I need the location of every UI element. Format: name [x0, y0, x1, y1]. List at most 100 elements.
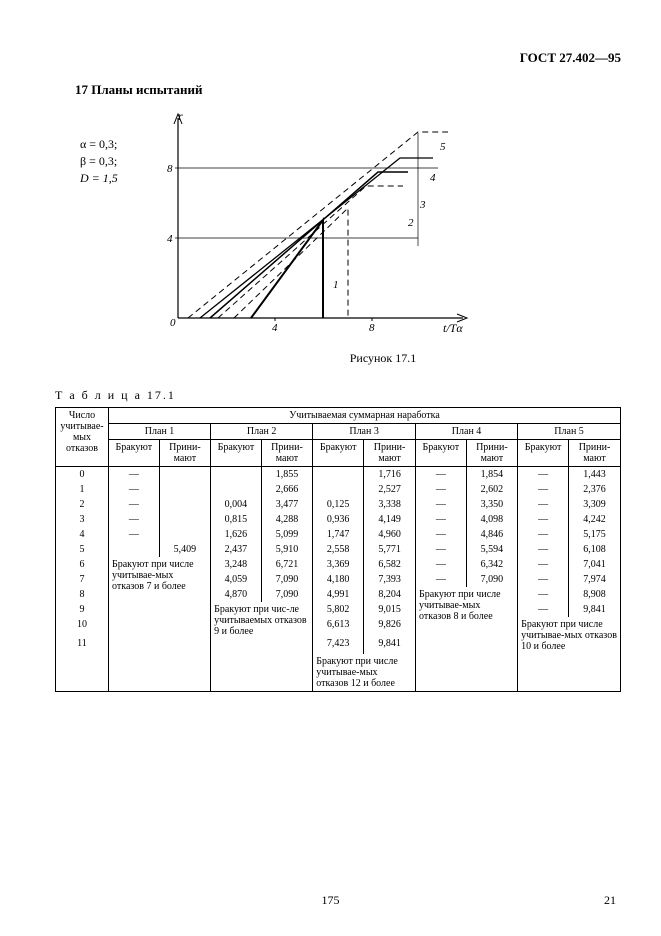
cell-prin	[159, 482, 210, 497]
cell-prin: 7,974	[569, 572, 621, 587]
cell-prin: 3,338	[364, 497, 416, 512]
cell-prin: 4,288	[261, 512, 312, 527]
row-index: 0	[56, 467, 109, 483]
th-plan4: План 4	[416, 424, 518, 440]
x-tick-4: 4	[272, 322, 278, 334]
row-index: 3	[56, 512, 109, 527]
cell-brak: —	[109, 497, 160, 512]
cell-prin: 4,960	[364, 527, 416, 542]
param-beta: β = 0,3;	[80, 153, 118, 170]
footer: 175 21	[0, 893, 661, 908]
note-cell: Бракуют при числе учитывае-мых отказов 8…	[416, 587, 518, 654]
page-right: 21	[604, 893, 616, 908]
cell-prin: 4,149	[364, 512, 416, 527]
cell-prin: 6,108	[569, 542, 621, 557]
cell-brak: —	[518, 572, 569, 587]
cell-prin: 3,350	[466, 497, 517, 512]
doc-code: ГОСТ 27.402—95	[55, 50, 621, 66]
cell-prin: 5,099	[261, 527, 312, 542]
cell-prin: 7,090	[261, 587, 312, 602]
cell-prin: 3,309	[569, 497, 621, 512]
cell-prin: 8,204	[364, 587, 416, 602]
row-index: 11	[56, 636, 109, 655]
th-group: Учитываемая суммарная наработка	[109, 408, 621, 424]
cell-brak: 4,991	[313, 587, 364, 602]
row-index: 7	[56, 572, 109, 587]
cell-brak: —	[518, 557, 569, 572]
cell-prin: 2,527	[364, 482, 416, 497]
row-index: 10	[56, 617, 109, 636]
row-index: 4	[56, 527, 109, 542]
cell-brak	[109, 542, 160, 557]
cell-brak: —	[518, 497, 569, 512]
bottom-spacer	[56, 654, 109, 692]
parameters: α = 0,3; β = 0,3; D = 1,5	[80, 136, 118, 186]
cell-prin: 1,854	[466, 467, 517, 483]
note-cell: Бракуют при числе учитывае-мых отказов 7…	[109, 557, 211, 654]
cell-prin	[159, 512, 210, 527]
cell-brak: —	[416, 572, 467, 587]
th-p2-prin: Прини-мают	[261, 440, 312, 467]
bottom-cell	[109, 654, 211, 692]
th-plan2: План 2	[211, 424, 313, 440]
cell-brak: —	[518, 527, 569, 542]
cell-prin: 9,015	[364, 602, 416, 617]
table-body: 0—1,8551,716—1,854—1,4431—2,6662,527—2,6…	[56, 467, 621, 692]
cell-brak: —	[416, 542, 467, 557]
series-label-1: 1	[333, 279, 339, 291]
cell-brak: —	[416, 497, 467, 512]
cell-brak: —	[109, 527, 160, 542]
cell-brak: 0,004	[211, 497, 262, 512]
cell-prin: 4,098	[466, 512, 517, 527]
row-index: 9	[56, 602, 109, 617]
cell-brak	[211, 467, 262, 483]
cell-prin: 2,602	[466, 482, 517, 497]
cell-brak: —	[518, 482, 569, 497]
cell-brak: —	[416, 557, 467, 572]
cell-prin: 5,594	[466, 542, 517, 557]
cell-prin: 1,716	[364, 467, 416, 483]
cell-brak: 0,125	[313, 497, 364, 512]
cell-prin: 7,090	[261, 572, 312, 587]
row-index: 5	[56, 542, 109, 557]
x-tick-8: 8	[369, 322, 375, 334]
th-p1-prin: Прини-мают	[159, 440, 210, 467]
note-cell: Бракуют при числе учитывае-мых отказов 1…	[518, 617, 621, 654]
cell-prin: 8,908	[569, 587, 621, 602]
note-cell: Бракуют при чис-ле учитываемых отказов 9…	[211, 602, 313, 654]
cell-brak: —	[518, 512, 569, 527]
cell-brak: 3,369	[313, 557, 364, 572]
bottom-cell	[518, 654, 621, 692]
cell-prin: 5,175	[569, 527, 621, 542]
cell-brak: 4,180	[313, 572, 364, 587]
x-axis-label: t/Tα	[443, 321, 463, 335]
param-alpha: α = 0,3;	[80, 136, 118, 153]
cell-brak: 0,936	[313, 512, 364, 527]
data-table: Число учитывае-мых отказов Учитываемая с…	[55, 407, 621, 692]
cell-brak: 2,437	[211, 542, 262, 557]
series-label-3: 3	[419, 199, 426, 211]
th-p2-brak: Бракуют	[211, 440, 262, 467]
bottom-cell	[416, 654, 518, 692]
cell-prin: 5,910	[261, 542, 312, 557]
cell-prin: 6,342	[466, 557, 517, 572]
series-label-4: 4	[430, 172, 436, 184]
cell-prin: 2,666	[261, 482, 312, 497]
cell-brak: 4,059	[211, 572, 262, 587]
th-plan5: План 5	[518, 424, 621, 440]
y-axis-label: r	[178, 109, 183, 123]
row-index: 6	[56, 557, 109, 572]
cell-brak: —	[518, 542, 569, 557]
y-tick-0: 0	[170, 317, 176, 329]
cell-brak: 1,626	[211, 527, 262, 542]
cell-prin: 9,826	[364, 617, 416, 636]
cell-brak	[313, 467, 364, 483]
chart: 0 4 8 4 8 r t/Tα 5 4 3 2 1	[148, 108, 483, 343]
cell-brak: 3,248	[211, 557, 262, 572]
th-p4-prin: Прини-мают	[466, 440, 517, 467]
bottom-cell: Бракуют при числе учитывае-мых отказов 1…	[313, 654, 416, 692]
figure-caption: Рисунок 17.1	[145, 351, 621, 366]
th-p1-brak: Бракуют	[109, 440, 160, 467]
th-p3-prin: Прини-мают	[364, 440, 416, 467]
y-tick-8: 8	[167, 163, 173, 175]
